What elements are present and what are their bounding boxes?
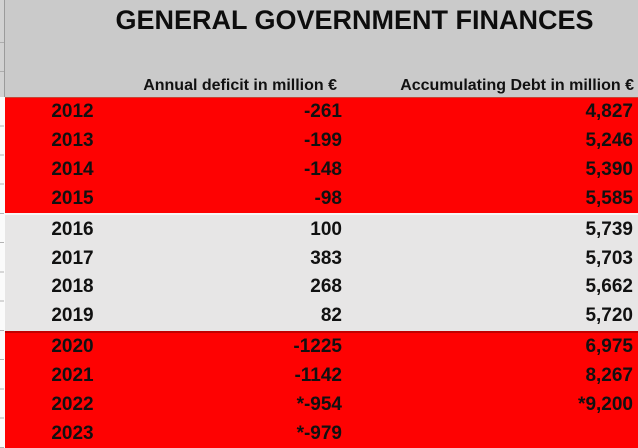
year-cell[interactable]: 2021 — [51, 364, 94, 386]
year-cell[interactable]: 2014 — [51, 159, 94, 181]
deficit-cell[interactable]: -148 — [303, 159, 342, 181]
table-row[interactable]: 2022 *-954 *9,200 — [5, 390, 638, 420]
table: GENERAL GOVERNMENT FINANCES Annual defic… — [5, 0, 638, 448]
debt-cell[interactable]: 5,246 — [585, 130, 633, 152]
year-cell[interactable]: 2023 — [51, 422, 94, 444]
table-row[interactable]: 2014 -148 5,390 — [5, 155, 638, 185]
table-row[interactable]: 2013 -199 5,246 — [5, 126, 638, 156]
year-cell[interactable]: 2018 — [51, 276, 94, 298]
table-row[interactable]: 2020 -1225 6,975 — [5, 330, 638, 362]
adjacent-column-sliver — [0, 0, 5, 448]
deficit-cell[interactable]: -98 — [314, 187, 342, 209]
year-cell[interactable]: 2017 — [51, 247, 94, 269]
deficit-cell[interactable]: 82 — [320, 305, 342, 327]
table-row[interactable]: 2017 383 5,703 — [5, 244, 638, 273]
debt-cell[interactable]: 6,975 — [585, 336, 633, 358]
debt-cell[interactable]: 5,390 — [585, 159, 633, 181]
debt-cell[interactable]: 8,267 — [585, 364, 633, 386]
year-cell[interactable]: 2015 — [51, 187, 94, 209]
deficit-cell[interactable]: 383 — [310, 247, 342, 269]
year-cell[interactable]: 2013 — [51, 130, 94, 152]
debt-cell[interactable]: 5,662 — [585, 276, 633, 298]
table-row[interactable]: 2018 268 5,662 — [5, 272, 638, 302]
debt-cell[interactable]: 5,739 — [585, 218, 633, 240]
deficit-cell[interactable]: -199 — [303, 130, 342, 152]
table-row[interactable]: 2023 *-979 — [5, 419, 638, 448]
year-cell[interactable]: 2012 — [51, 101, 94, 123]
table-header: GENERAL GOVERNMENT FINANCES Annual defic… — [5, 0, 638, 97]
year-cell[interactable]: 2022 — [51, 393, 94, 415]
debt-cell[interactable]: 4,827 — [585, 101, 633, 123]
debt-cell[interactable]: *9,200 — [578, 393, 633, 415]
year-cell[interactable]: 2016 — [51, 218, 94, 240]
column-header-annual-deficit[interactable]: Annual deficit in million € — [143, 77, 337, 94]
table-row[interactable]: 2021 -1142 8,267 — [5, 361, 638, 391]
year-cell[interactable]: 2019 — [51, 305, 94, 327]
debt-cell[interactable]: 5,720 — [585, 305, 633, 327]
deficit-cell[interactable]: -261 — [303, 101, 342, 123]
column-header-row: Annual deficit in million € Accumulating… — [5, 77, 638, 95]
deficit-cell[interactable]: 100 — [310, 218, 342, 240]
debt-cell[interactable]: 5,585 — [585, 187, 633, 209]
table-row[interactable]: 2016 100 5,739 — [5, 213, 638, 245]
debt-cell[interactable]: 5,703 — [585, 247, 633, 269]
table-row[interactable]: 2015 -98 5,585 — [5, 184, 638, 214]
column-header-accumulating-debt[interactable]: Accumulating Debt in million € — [400, 77, 634, 94]
deficit-cell[interactable]: -1225 — [293, 336, 342, 358]
gridline-tick — [0, 42, 4, 43]
page-title: GENERAL GOVERNMENT FINANCES — [115, 5, 594, 35]
table-row[interactable]: 2019 82 5,720 — [5, 301, 638, 331]
gridline-tick — [0, 71, 4, 72]
deficit-cell[interactable]: *-979 — [296, 422, 342, 444]
deficit-cell[interactable]: *-954 — [296, 393, 342, 415]
deficit-cell[interactable]: 268 — [310, 276, 342, 298]
deficit-cell[interactable]: -1142 — [294, 364, 342, 386]
year-cell[interactable]: 2020 — [51, 336, 94, 358]
table-row[interactable]: 2012 -261 4,827 — [5, 97, 638, 127]
table-body: 2012 -261 4,827 2013 -199 5,246 2014 -14… — [5, 97, 638, 448]
